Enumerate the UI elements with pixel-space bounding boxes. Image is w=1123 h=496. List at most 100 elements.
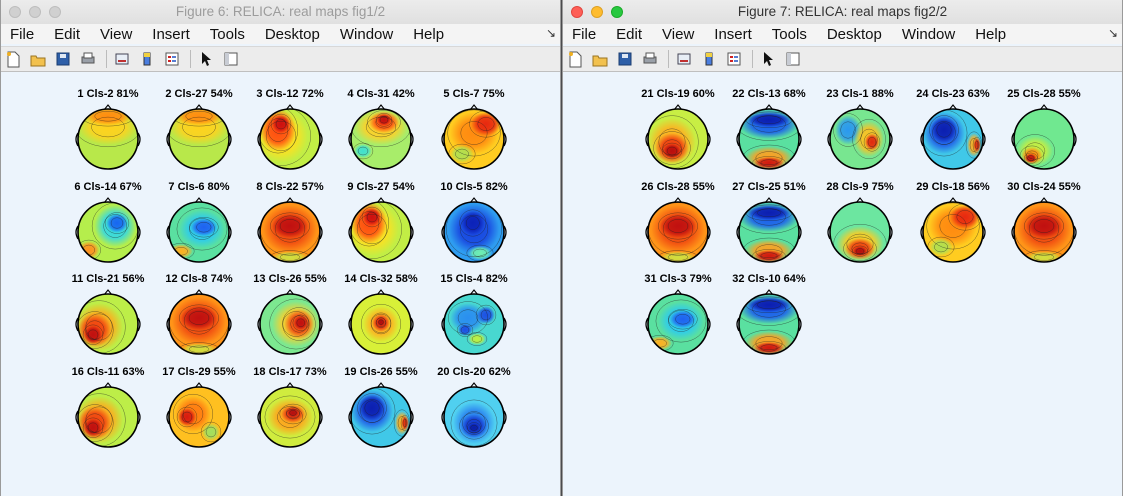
topoplot-map[interactable]: 21 Cls-19 60% [633, 88, 723, 178]
menu-file[interactable]: File [10, 25, 35, 43]
legend-button[interactable] [725, 50, 743, 68]
save-button[interactable] [54, 50, 72, 68]
head-outline [443, 386, 505, 448]
left-ear [166, 225, 170, 240]
head-outline [829, 108, 891, 170]
save-button[interactable] [616, 50, 634, 68]
topoplot-map[interactable]: 11 Cls-21 56% [63, 273, 153, 363]
topoplot-map[interactable]: 17 Cls-29 55% [154, 366, 244, 456]
menu-desktop[interactable]: Desktop [264, 25, 320, 43]
right-ear [503, 317, 507, 332]
property-editor-button[interactable] [784, 50, 802, 68]
left-ear [645, 317, 649, 332]
topoplot-map[interactable]: 12 Cls-8 74% [154, 273, 244, 363]
topoplot-map[interactable]: 27 Cls-25 51% [724, 181, 814, 271]
topoplot-map[interactable]: 4 Cls-31 42% [336, 88, 426, 178]
menu-window[interactable]: Window [339, 25, 394, 43]
open-file-button[interactable] [29, 50, 47, 68]
select-pointer-button[interactable] [197, 50, 215, 68]
print-button[interactable] [641, 50, 659, 68]
menu-tools[interactable]: Tools [771, 25, 807, 43]
topoplot-map[interactable]: 26 Cls-28 55% [633, 181, 723, 271]
menu-help[interactable]: Help [975, 25, 1007, 43]
colorbar-button[interactable] [138, 50, 156, 68]
menu-edit[interactable]: Edit [616, 25, 643, 43]
window-controls [571, 6, 623, 18]
topoplot-map[interactable]: 25 Cls-28 55% [999, 88, 1089, 178]
legend-button[interactable] [163, 50, 181, 68]
right-ear [707, 132, 711, 147]
new-figure-button[interactable] [4, 50, 22, 68]
scalp-map-icon [920, 104, 986, 170]
menu-view[interactable]: View [100, 25, 133, 43]
title-bar[interactable]: Figure 7: RELICA: real maps fig2/2 [563, 0, 1122, 25]
menu-desktop[interactable]: Desktop [826, 25, 882, 43]
zoom-window-button[interactable] [49, 6, 61, 18]
head-outline [350, 293, 412, 355]
toolbar-separator [668, 50, 669, 68]
print-button[interactable] [79, 50, 97, 68]
link-plot-button[interactable] [675, 50, 693, 68]
right-ear [137, 317, 141, 332]
topoplot-map[interactable]: 22 Cls-13 68% [724, 88, 814, 178]
property-editor-button[interactable] [222, 50, 240, 68]
topoplot-map[interactable]: 7 Cls-6 80% [154, 181, 244, 271]
topoplot-map[interactable]: 18 Cls-17 73% [245, 366, 335, 456]
topoplot-map[interactable]: 29 Cls-18 56% [908, 181, 998, 271]
topoplot-map[interactable]: 31 Cls-3 79% [633, 273, 723, 363]
topoplot-map[interactable]: 23 Cls-1 88% [815, 88, 905, 178]
left-ear [348, 225, 352, 240]
topoplot-map[interactable]: 30 Cls-24 55% [999, 181, 1089, 271]
scalp-map-icon [75, 289, 141, 355]
head-outline [259, 293, 321, 355]
topoplot-map[interactable]: 15 Cls-4 82% [429, 273, 519, 363]
topoplot-map[interactable]: 19 Cls-26 55% [336, 366, 426, 456]
topoplot-map[interactable]: 28 Cls-9 75% [815, 181, 905, 271]
menu-help[interactable]: Help [413, 25, 445, 43]
toolbar-separator [106, 50, 107, 68]
topoplot-map[interactable]: 6 Cls-14 67% [63, 181, 153, 271]
topoplot-map[interactable]: 2 Cls-27 54% [154, 88, 244, 178]
menu-window[interactable]: Window [901, 25, 956, 43]
window-controls [9, 6, 61, 18]
menu-file[interactable]: File [572, 25, 597, 43]
head-outline [350, 108, 412, 170]
close-window-button[interactable] [9, 6, 21, 18]
open-file-button[interactable] [591, 50, 609, 68]
topoplot-map[interactable]: 16 Cls-11 63% [63, 366, 153, 456]
select-pointer-icon [202, 52, 211, 66]
menu-insert[interactable]: Insert [714, 25, 752, 43]
right-ear [503, 410, 507, 425]
minimize-window-button[interactable] [29, 6, 41, 18]
menu-insert[interactable]: Insert [152, 25, 190, 43]
topoplot-map[interactable]: 20 Cls-20 62% [429, 366, 519, 456]
menu-edit[interactable]: Edit [54, 25, 81, 43]
new-figure-icon [7, 51, 20, 68]
minimize-window-button[interactable] [591, 6, 603, 18]
colorbar-button[interactable] [700, 50, 718, 68]
topoplot-map[interactable]: 5 Cls-7 75% [429, 88, 519, 178]
left-ear [257, 132, 261, 147]
link-plot-button[interactable] [113, 50, 131, 68]
topoplot-map[interactable]: 9 Cls-27 54% [336, 181, 426, 271]
close-window-button[interactable] [571, 6, 583, 18]
menu-overflow-icon[interactable]: ↘ [1107, 26, 1118, 40]
left-ear [827, 225, 831, 240]
new-figure-button[interactable] [566, 50, 584, 68]
title-bar[interactable]: Figure 6: RELICA: real maps fig1/2 [1, 0, 560, 25]
zoom-window-button[interactable] [611, 6, 623, 18]
head-outline [829, 201, 891, 263]
menu-view[interactable]: View [662, 25, 695, 43]
topoplot-map[interactable]: 32 Cls-10 64% [724, 273, 814, 363]
topoplot-map[interactable]: 8 Cls-22 57% [245, 181, 335, 271]
topoplot-map[interactable]: 3 Cls-12 72% [245, 88, 335, 178]
topoplot-map[interactable]: 1 Cls-2 81% [63, 88, 153, 178]
topoplot-map[interactable]: 14 Cls-32 58% [336, 273, 426, 363]
select-pointer-button[interactable] [759, 50, 777, 68]
menu-overflow-icon[interactable]: ↘ [545, 26, 556, 40]
topoplot-map[interactable]: 24 Cls-23 63% [908, 88, 998, 178]
topoplot-map[interactable]: 10 Cls-5 82% [429, 181, 519, 271]
menu-tools[interactable]: Tools [209, 25, 245, 43]
head-outline [738, 108, 800, 170]
topoplot-map[interactable]: 13 Cls-26 55% [245, 273, 335, 363]
